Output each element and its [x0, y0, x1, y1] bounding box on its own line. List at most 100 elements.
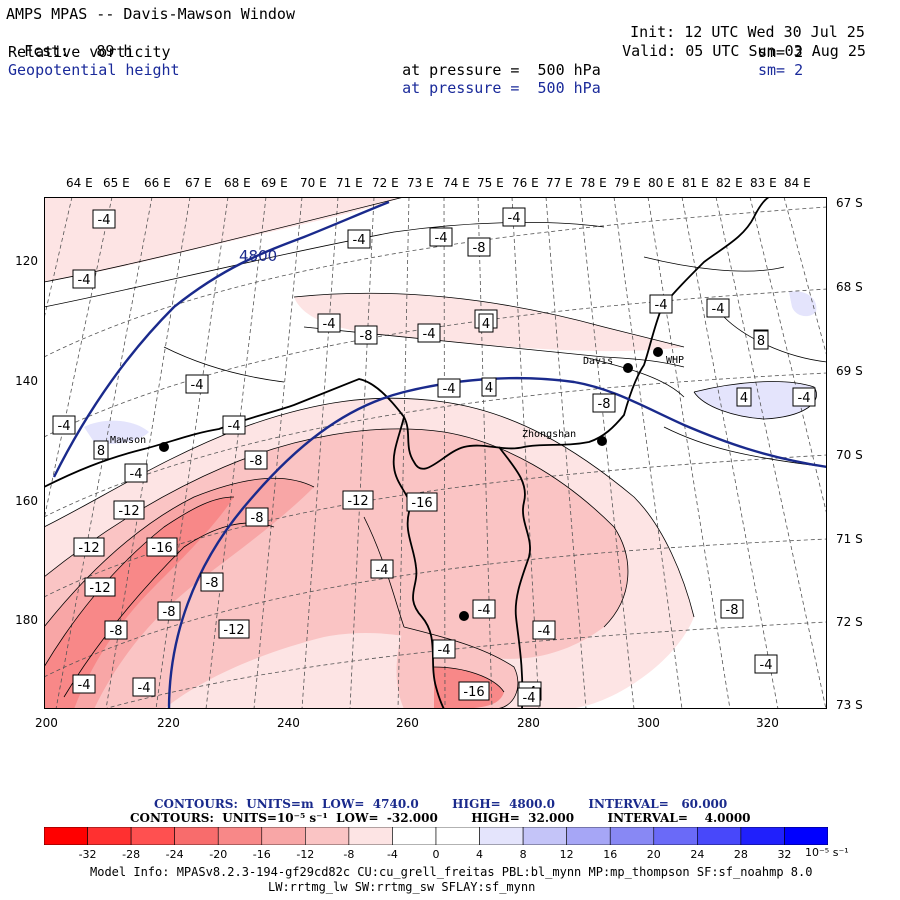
vorticity-label-box	[245, 507, 269, 527]
station-label: Zhongshan	[522, 429, 576, 440]
grid-x-label: 240	[277, 716, 300, 730]
init-value: 12 UTC Wed 30 Jul 25	[684, 23, 865, 41]
vorticity-label: -8	[354, 325, 378, 345]
valid-value: 05 UTC Sun 03 Aug 25	[685, 42, 866, 60]
grid-x-label: 220	[157, 716, 180, 730]
grid-x-label: 280	[517, 716, 540, 730]
vorticity-label-box	[754, 654, 778, 674]
grid-y-label: 180	[15, 613, 38, 627]
vorticity-label: -16	[458, 681, 490, 701]
vorticity-label: -4	[502, 207, 526, 227]
colorbar-swatch	[261, 827, 306, 845]
vorticity-label-box	[481, 377, 497, 397]
vorticity-label-box	[222, 415, 246, 435]
vorticity-label: 4	[481, 377, 497, 397]
valid-label: Valid:	[622, 42, 677, 60]
vorticity-label-box	[432, 639, 456, 659]
vorticity-label-box	[84, 577, 116, 597]
vorticity-label-box	[317, 313, 341, 333]
vorticity-label-text: -8	[250, 454, 263, 469]
colorbar-tick-label: 24	[690, 848, 705, 861]
vorticity-label-box	[200, 572, 224, 592]
vorticity-label-text: -4	[353, 233, 366, 248]
vorticity-label-text: -16	[151, 541, 172, 556]
vorticity-label-text: -4	[423, 327, 436, 342]
vorticity-label-box	[417, 323, 441, 343]
height-contour-info: CONTOURS: UNITS=m LOW= 4740.0 HIGH= 4800…	[154, 797, 728, 811]
colorbar-tick-label: -28	[122, 848, 141, 861]
vorticity-label-box	[472, 599, 496, 619]
vorticity-label: -4	[472, 599, 496, 619]
vorticity-label-box	[104, 620, 128, 640]
colorbar-swatch	[130, 827, 175, 845]
vorticity-shade-strong	[44, 497, 234, 709]
vorticity-label-box	[132, 677, 156, 697]
vorticity-label-box	[792, 387, 816, 407]
station-label: Mawson	[110, 435, 146, 446]
station-label: Davis	[583, 356, 613, 367]
vorticity-label: -4	[132, 677, 156, 697]
vorticity-label-box	[478, 313, 494, 333]
vorticity-label-text: 4	[740, 391, 748, 406]
vorticity-label: -16	[406, 492, 438, 512]
vorticity-label: -4	[185, 374, 209, 394]
vorticity-label-text: -4	[130, 467, 143, 482]
station-mawson: Mawson	[110, 435, 169, 452]
grid-y-label: 120	[15, 254, 38, 268]
vorticity-label: -16	[146, 537, 178, 557]
init-time: Init: 12 UTC Wed 30 Jul 25	[612, 5, 865, 41]
colorbar-tick-label: 8	[519, 848, 527, 861]
vorticity-label-text: 8	[97, 444, 105, 459]
model-info-line2: LW:rrtmg_lw SW:rrtmg_sw SFLAY:sf_mynn	[268, 880, 536, 894]
vorticity-label-text: -8	[251, 511, 264, 526]
lon-label: 77 E	[546, 176, 573, 190]
vorticity-label-box	[706, 298, 730, 318]
colorbar-swatch	[740, 827, 785, 845]
station-zhongshan: Zhongshan	[522, 429, 607, 446]
vorticity-label-box	[532, 620, 556, 640]
lon-label: 71 E	[336, 176, 363, 190]
vorticity-label-text: -4	[435, 231, 448, 246]
vorticity-shade-positive	[789, 291, 817, 317]
field2-smoothing: sm= 2	[758, 61, 804, 79]
station-davis: Davis	[583, 356, 633, 373]
vorticity-label: -8	[720, 599, 744, 619]
lon-label: 73 E	[407, 176, 434, 190]
vorticity-label-text: -4	[508, 211, 521, 226]
vorticity-label: -12	[113, 500, 145, 520]
field2-pressure: at pressure = 500 hPa	[384, 61, 601, 97]
lon-label: 67 E	[185, 176, 212, 190]
lon-label: 69 E	[261, 176, 288, 190]
vorticity-label-text: 4	[482, 317, 490, 332]
vorticity-label: -4	[72, 269, 96, 289]
vorticity-label-box	[354, 325, 378, 345]
grid-x-label: 260	[396, 716, 419, 730]
vorticity-label: -4	[124, 463, 148, 483]
vorticity-label: -4	[532, 620, 556, 640]
colorbar-tick-label: 20	[646, 848, 661, 861]
vorticity-label-text: -4	[438, 643, 451, 658]
vorticity-label-box	[124, 463, 148, 483]
vorticity-label-box	[429, 227, 453, 247]
lat-label: 70 S	[836, 448, 863, 462]
colorbar-tick-label: 0	[432, 848, 440, 861]
ice-shelf-outline	[498, 446, 531, 709]
station-marker	[623, 363, 633, 373]
vorticity-label-box	[720, 599, 744, 619]
colorbar-swatch	[174, 827, 219, 845]
vorticity-label: -4	[792, 387, 816, 407]
vorticity-label-text: -4	[712, 302, 725, 317]
vorticity-label-box	[72, 674, 96, 694]
lon-label: 78 E	[580, 176, 607, 190]
vorticity-label-box	[649, 294, 673, 314]
vorticity-label: -8	[104, 620, 128, 640]
colorbar-tick-label: 16	[603, 848, 618, 861]
vorticity-label-text: -12	[347, 494, 368, 509]
vorticity-contours	[44, 197, 827, 709]
lon-label: 64 E	[66, 176, 93, 190]
station-marker	[653, 347, 663, 357]
vorticity-label: -4	[754, 654, 778, 674]
valid-time: Valid: 05 UTC Sun 03 Aug 25	[604, 24, 866, 60]
vorticity-label-box	[146, 537, 178, 557]
vorticity-label-text: -8	[726, 603, 739, 618]
